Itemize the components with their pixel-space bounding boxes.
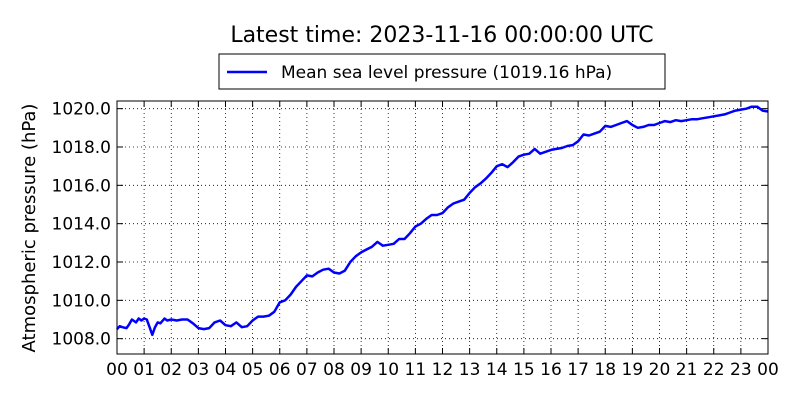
legend-entry: Mean sea level pressure (1019.16 hPa) [281,63,612,83]
x-tick-label: 07 [296,360,318,380]
x-tick-label: 15 [513,360,535,380]
x-tick-label: 09 [350,360,372,380]
x-tick-label: 04 [215,360,237,380]
x-tick-label: 12 [432,360,454,380]
legend: Mean sea level pressure (1019.16 hPa) [218,53,666,90]
y-axis-label: Atmospheric pressure (hPa) [19,104,40,353]
x-tick-label: 20 [649,360,671,380]
x-tick-label: 23 [730,360,752,380]
x-tick-label: 11 [405,360,427,380]
pressure-series-line [116,105,769,337]
y-tick-label: 1012.0 [52,253,111,273]
x-tick-label: 02 [160,360,182,380]
x-tick-label: 17 [567,360,589,380]
x-tick-label: 00 [106,360,128,380]
y-tick-label: 1018.0 [52,138,111,158]
y-tick-label: 1010.0 [52,291,111,311]
y-tick-label: 1016.0 [52,176,111,196]
x-tick-label: 06 [269,360,291,380]
y-tick-label: 1020.0 [52,100,111,120]
x-tick-label: 10 [377,360,399,380]
ticks: 00 01 02 03 04 05 06 07 08 09 10 11 12 13 14 15 16 17 18 19… [52,100,779,380]
x-tick-label: 00 [757,360,779,380]
y-tick-label: 1008.0 [52,330,111,350]
chart-title: Latest time: 2023-11-16 00:00:00 UTC [230,23,653,48]
x-tick-label: 01 [133,360,155,380]
y-tick-label: 1014.0 [52,215,111,235]
x-tick-label: 08 [323,360,345,380]
grid [117,101,768,354]
x-tick-label: 19 [622,360,644,380]
x-tick-label: 21 [676,360,698,380]
x-tick-label: 16 [540,360,562,380]
x-tick-label: 18 [594,360,616,380]
x-tick-label: 22 [703,360,725,380]
x-tick-label: 05 [242,360,264,380]
x-tick-label: 14 [486,360,508,380]
legend-box [218,53,666,90]
series-layer [116,105,769,337]
plot-frame [116,100,769,355]
x-tick-label: 13 [459,360,481,380]
x-tick-label: 03 [188,360,210,380]
